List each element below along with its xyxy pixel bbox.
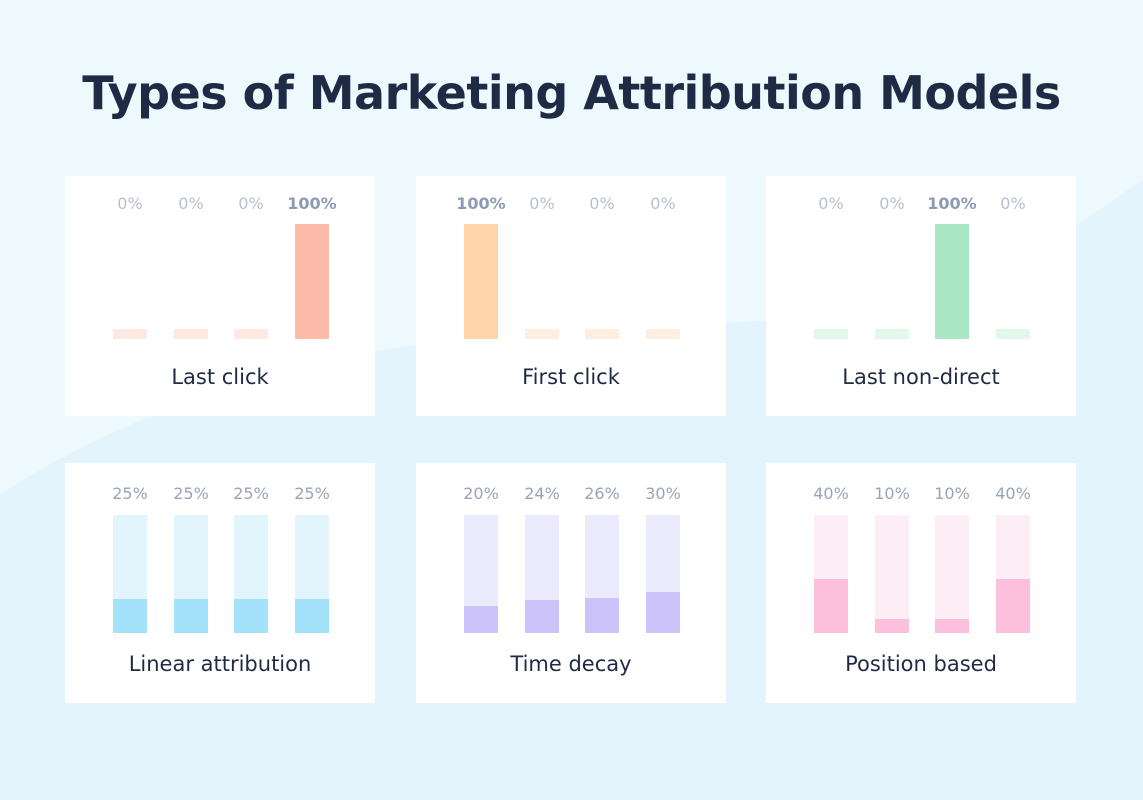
data-label: 25%	[112, 484, 148, 503]
data-label: 25%	[294, 484, 330, 503]
data-label: 30%	[645, 484, 681, 503]
bar	[525, 329, 559, 339]
data-label: 0%	[818, 194, 844, 213]
data-label: 0%	[117, 194, 143, 213]
bar	[935, 224, 969, 339]
chart-panel: 20% 24% 26% 30% Time decay	[416, 463, 726, 703]
bar	[113, 329, 147, 339]
chart-title: First click	[522, 365, 620, 389]
bar	[464, 224, 498, 339]
data-label: 25%	[173, 484, 209, 503]
bar	[996, 578, 1030, 633]
bar	[174, 599, 208, 633]
data-label: 0%	[589, 194, 615, 213]
data-label: 10%	[874, 484, 910, 503]
bar	[875, 329, 909, 339]
chart-title: Linear attribution	[128, 652, 312, 676]
data-label: 0%	[1000, 194, 1026, 213]
bar	[814, 578, 848, 633]
data-label: 100%	[927, 194, 977, 213]
bar	[464, 605, 498, 633]
chart-panel: 0% 0% 0% 100% Last click	[65, 176, 375, 416]
data-label: 100%	[456, 194, 506, 213]
data-label: 20%	[463, 484, 499, 503]
bar-track	[875, 515, 909, 633]
data-label: 40%	[995, 484, 1031, 503]
chart-panel: 100% 0% 0% 0% First click	[416, 176, 726, 416]
bar	[295, 599, 329, 633]
data-label: 0%	[879, 194, 905, 213]
bar	[646, 329, 680, 339]
chart-panel: 0% 0% 100% 0% Last non-direct	[766, 176, 1076, 416]
bar	[234, 329, 268, 339]
data-label: 0%	[529, 194, 555, 213]
bar	[295, 224, 329, 339]
bar	[174, 329, 208, 339]
bar	[996, 329, 1030, 339]
chart-panel: 25% 25% 25% 25% Linear attribution	[65, 463, 375, 703]
bar	[585, 329, 619, 339]
data-label: 0%	[178, 194, 204, 213]
bar	[585, 597, 619, 633]
bar	[234, 599, 268, 633]
data-label: 25%	[233, 484, 269, 503]
chart-title: Position based	[845, 652, 997, 676]
bar	[113, 599, 147, 633]
data-label: 24%	[524, 484, 560, 503]
bar	[935, 619, 969, 633]
data-label: 26%	[584, 484, 620, 503]
chart-title: Time decay	[510, 652, 632, 676]
bar	[875, 619, 909, 633]
data-label: 40%	[813, 484, 849, 503]
bar	[525, 600, 559, 633]
bar	[814, 329, 848, 339]
chart-title: Last non-direct	[842, 365, 1000, 389]
page-title: Types of Marketing Attribution Models	[82, 66, 1061, 120]
chart-title: Last click	[171, 365, 269, 389]
bar-track	[935, 515, 969, 633]
data-label: 100%	[287, 194, 337, 213]
data-label: 10%	[934, 484, 970, 503]
bar	[646, 592, 680, 633]
chart-panel: 40% 10% 10% 40% Position based	[766, 463, 1076, 703]
data-label: 0%	[238, 194, 264, 213]
data-label: 0%	[650, 194, 676, 213]
